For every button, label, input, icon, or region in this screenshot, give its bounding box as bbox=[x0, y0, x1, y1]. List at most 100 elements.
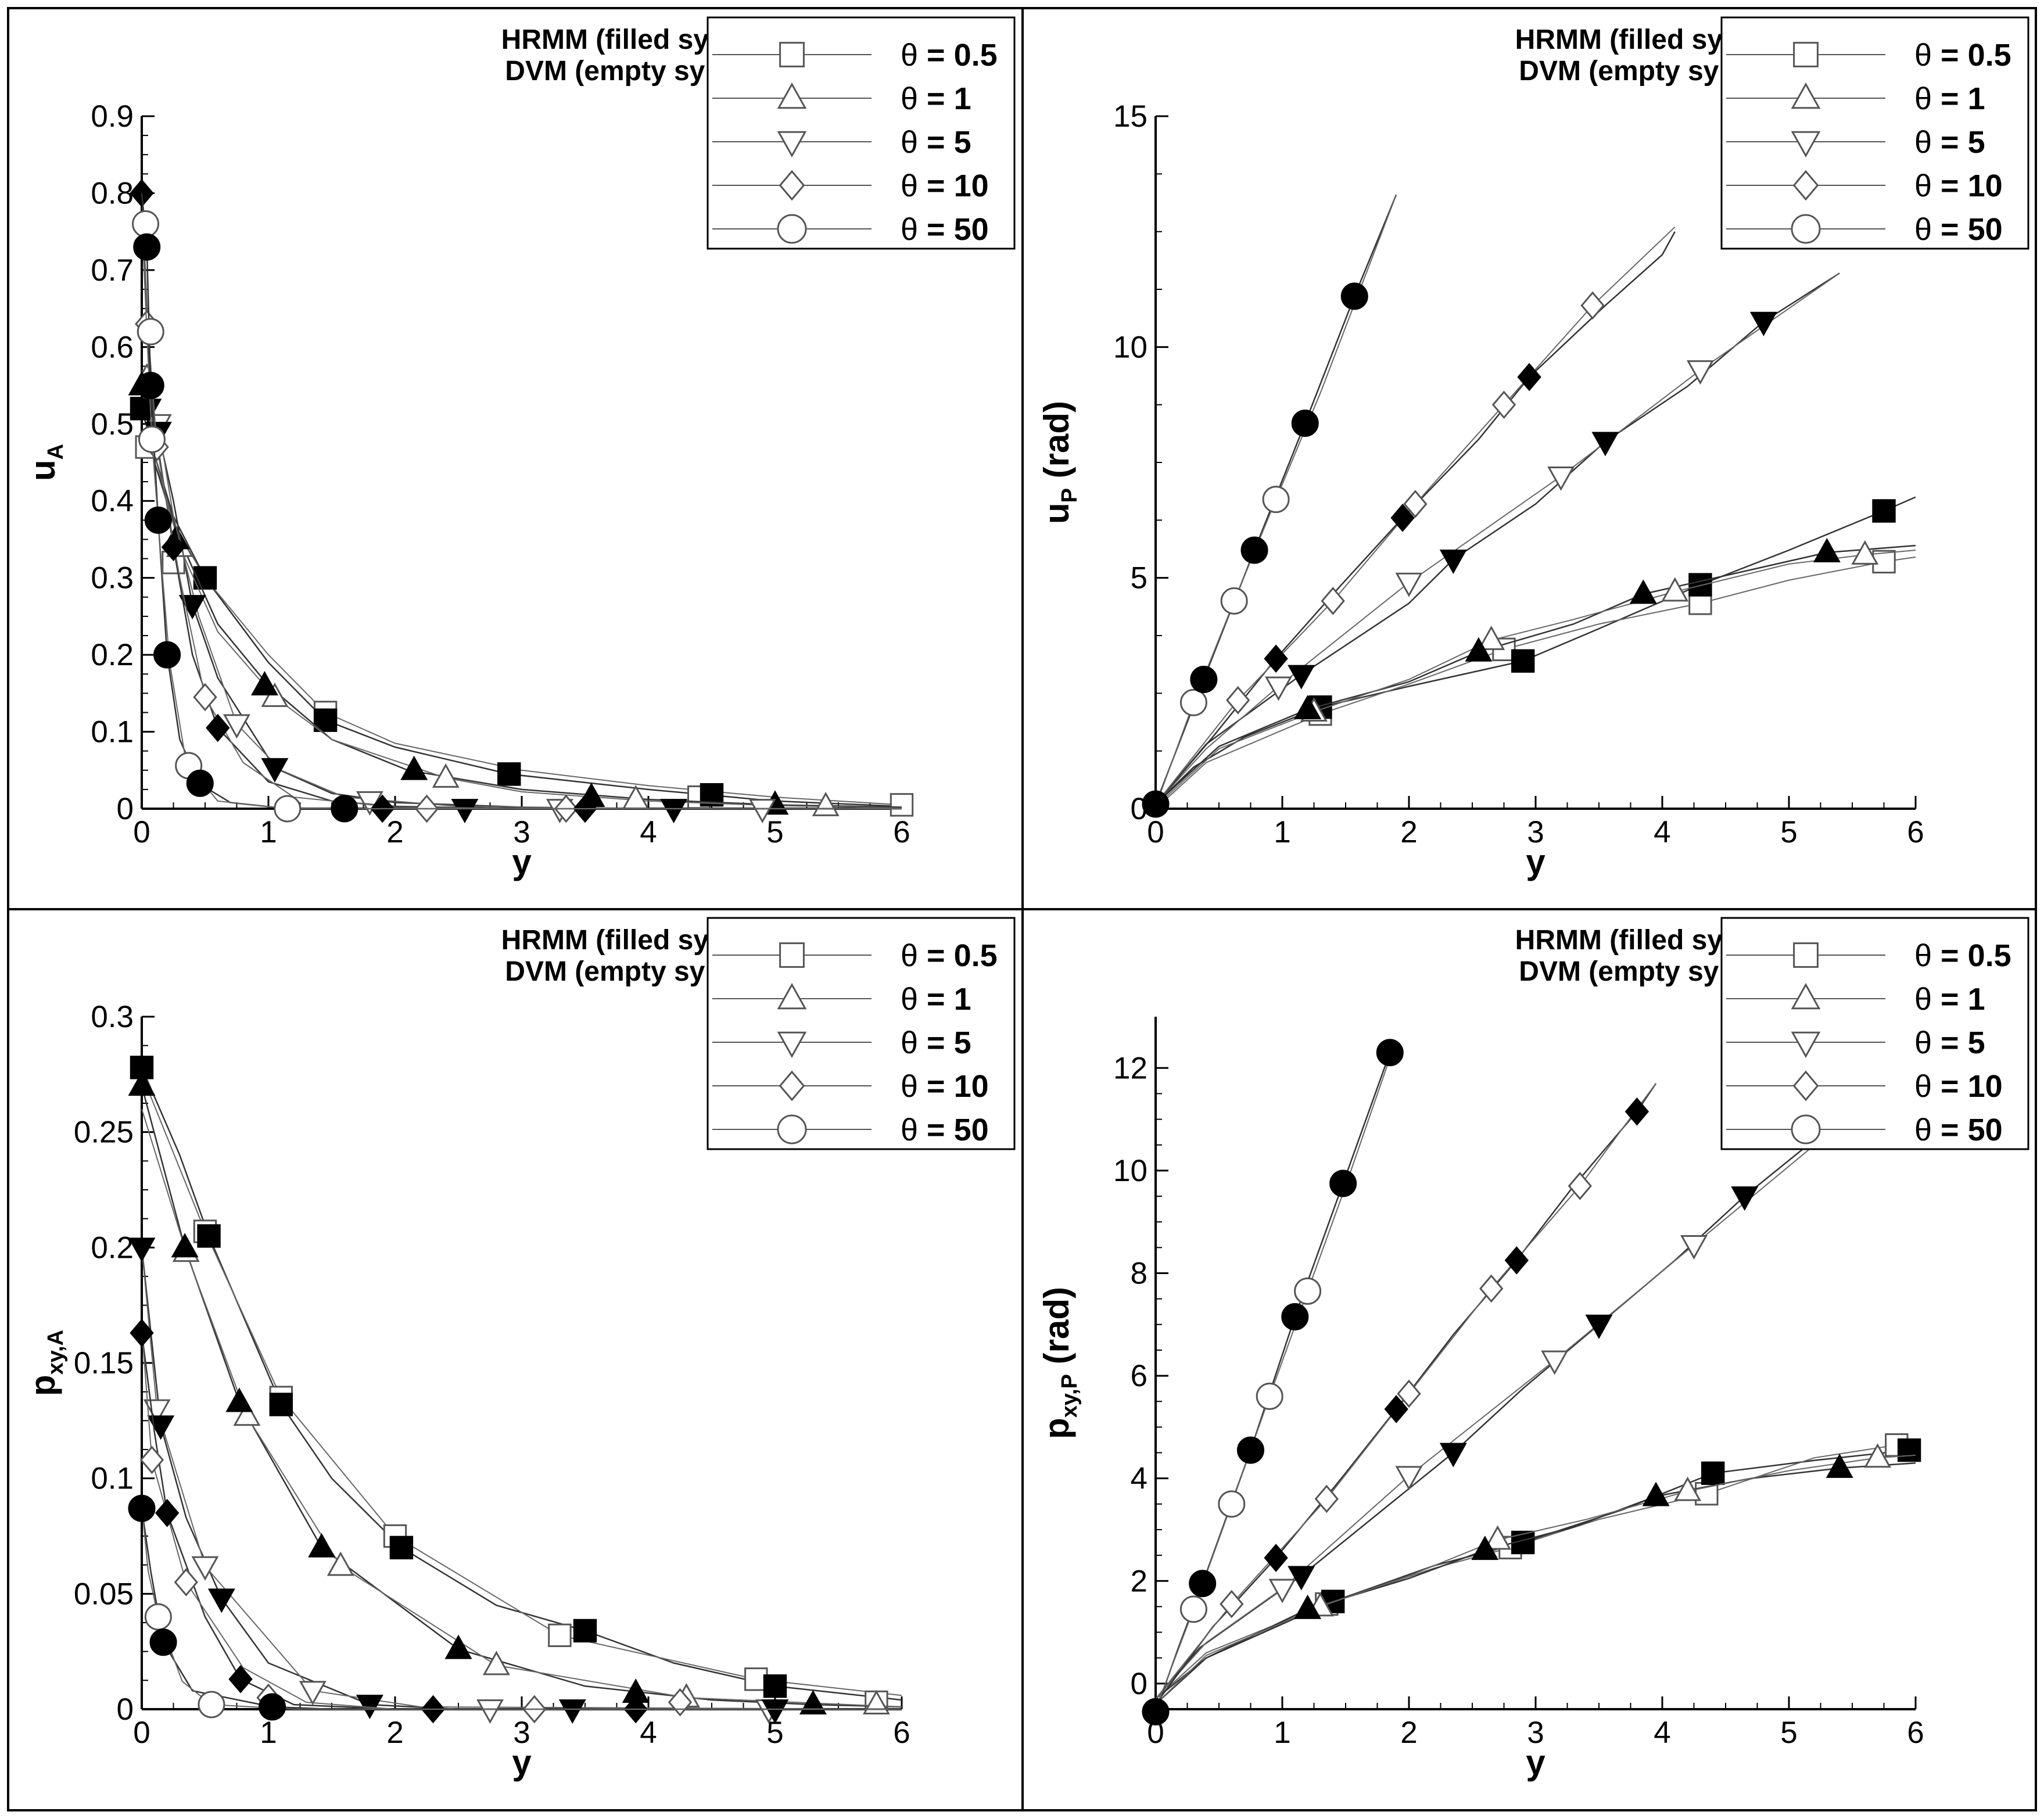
x-tick-label: 3 bbox=[1527, 1716, 1544, 1750]
dvm-point bbox=[1179, 688, 1207, 716]
x-tick-label: 2 bbox=[1400, 1716, 1417, 1750]
x-tick-label: 2 bbox=[386, 815, 403, 849]
dvm-point bbox=[138, 425, 166, 453]
hrmm-point bbox=[207, 1588, 235, 1613]
hrmm-point bbox=[763, 1674, 787, 1698]
y-tick-label: 0.9 bbox=[91, 99, 134, 134]
legend-marker bbox=[1792, 1070, 1819, 1102]
legend-box bbox=[707, 917, 1016, 1150]
hrmm-point bbox=[259, 1693, 286, 1721]
legend-box bbox=[1720, 917, 2029, 1150]
legend-marker bbox=[1791, 214, 1821, 244]
legend: θ = 0.5θ = 1θ = 5θ = 10θ = 50 bbox=[1720, 917, 2029, 1150]
hrmm-point bbox=[130, 1319, 154, 1347]
legend-marker bbox=[1791, 82, 1821, 109]
hrmm-point bbox=[1872, 499, 1896, 523]
legend-marker bbox=[1791, 982, 1821, 1010]
hrmm-point bbox=[1142, 1698, 1170, 1725]
y-tick-label: 12 bbox=[1113, 1051, 1147, 1085]
x-tick-label: 1 bbox=[1274, 1716, 1290, 1750]
hrmm-point bbox=[1376, 1039, 1404, 1067]
legend-value: = 0.5 bbox=[918, 938, 998, 973]
dvm-point bbox=[890, 793, 914, 817]
dvm-point bbox=[1294, 1277, 1322, 1305]
legend-label: θ = 5 bbox=[1914, 125, 1985, 160]
y-axis-label-subscript: A bbox=[44, 444, 68, 460]
hrmm-point bbox=[149, 1628, 177, 1656]
legend-label: θ = 0.5 bbox=[1914, 938, 2011, 973]
y-tick-label: 5 bbox=[1131, 561, 1147, 595]
legend-label: θ = 5 bbox=[901, 125, 971, 160]
x-tick-label: 6 bbox=[1907, 1716, 1924, 1750]
legend-marker bbox=[1791, 1031, 1821, 1059]
legend-label: θ = 10 bbox=[901, 168, 989, 203]
hrmm-point bbox=[1190, 665, 1218, 693]
hrmm-point bbox=[1240, 536, 1268, 564]
dvm-point bbox=[862, 1689, 890, 1714]
y-tick-label: 0.6 bbox=[91, 330, 134, 364]
dvm-line bbox=[1155, 556, 1916, 809]
x-axis-label: y bbox=[1526, 842, 1545, 881]
y-tick-label: 8 bbox=[1131, 1256, 1147, 1290]
hrmm-point bbox=[128, 1071, 156, 1096]
legend: θ = 0.5θ = 1θ = 5θ = 10θ = 50 bbox=[707, 917, 1016, 1150]
y-tick-label: 0.4 bbox=[91, 484, 134, 518]
hrmm-line bbox=[1155, 544, 1916, 805]
y-axis-label-subscript: xy,P bbox=[1057, 1374, 1082, 1418]
x-axis-label: y bbox=[1526, 1743, 1545, 1782]
legend-theta: θ bbox=[901, 168, 918, 203]
y-tick-label: 6 bbox=[1131, 1359, 1147, 1393]
legend-value: = 5 bbox=[918, 125, 971, 160]
dvm-point bbox=[1268, 1578, 1296, 1603]
y-axis-label-subscript: xy,A bbox=[44, 1330, 68, 1375]
y-tick-label: 0.25 bbox=[74, 1115, 134, 1150]
dvm-point bbox=[812, 791, 840, 816]
y-axis-label: pxy,A bbox=[23, 1330, 68, 1396]
hrmm-point bbox=[155, 1498, 180, 1527]
panel-pxya: 0 1 2 3 4 5 600.050.10.150.20.250.3ypxy,AHRMM … bbox=[23, 917, 1016, 1782]
hrmm-point bbox=[761, 1699, 789, 1724]
y-tick-label: 10 bbox=[1113, 1154, 1147, 1188]
legend-value: = 50 bbox=[1932, 212, 2003, 247]
legend-theta: θ bbox=[901, 1025, 918, 1060]
legend-label: θ = 10 bbox=[901, 1069, 989, 1104]
hrmm-point bbox=[1340, 282, 1368, 310]
hrmm-point bbox=[497, 762, 521, 786]
hrmm-point bbox=[1237, 1436, 1264, 1464]
dvm-point bbox=[1484, 1525, 1512, 1550]
dvm-point bbox=[139, 1445, 164, 1474]
dvm-point bbox=[1395, 572, 1423, 597]
x-tick-label: 6 bbox=[1907, 815, 1924, 849]
legend-marker bbox=[779, 42, 805, 67]
hrmm-point bbox=[1826, 1453, 1853, 1478]
hrmm-point bbox=[1813, 537, 1841, 562]
hrmm-point bbox=[573, 1619, 597, 1643]
dvm-point bbox=[1661, 577, 1689, 602]
legend-theta: θ bbox=[901, 1113, 918, 1147]
series-circle bbox=[132, 193, 902, 823]
legend-value: = 10 bbox=[1932, 168, 2003, 203]
hrmm-point bbox=[1264, 644, 1288, 673]
legend-theta: θ bbox=[1914, 38, 1932, 73]
hrmm-point bbox=[1439, 549, 1467, 574]
legend-theta: θ bbox=[901, 212, 918, 247]
dvm-point bbox=[198, 1691, 225, 1718]
legend-theta: θ bbox=[1914, 125, 1932, 160]
y-tick-label: 0 bbox=[117, 1692, 134, 1727]
hrmm-point bbox=[1642, 1481, 1670, 1506]
legend-theta: θ bbox=[901, 1069, 918, 1104]
legend-theta: θ bbox=[901, 38, 918, 73]
legend-value: = 10 bbox=[1932, 1069, 2003, 1104]
hrmm-point bbox=[128, 1237, 156, 1262]
legend-label: θ = 0.5 bbox=[901, 38, 998, 73]
hrmm-point bbox=[389, 1535, 414, 1560]
dvm-point bbox=[1265, 676, 1292, 701]
legend-label: θ = 1 bbox=[901, 982, 971, 1017]
x-tick-label: 5 bbox=[1780, 1716, 1797, 1750]
series-circle bbox=[1142, 1039, 1404, 1725]
dvm-point bbox=[223, 714, 250, 739]
hrmm-point bbox=[1629, 579, 1657, 604]
legend-value: = 50 bbox=[918, 212, 989, 247]
